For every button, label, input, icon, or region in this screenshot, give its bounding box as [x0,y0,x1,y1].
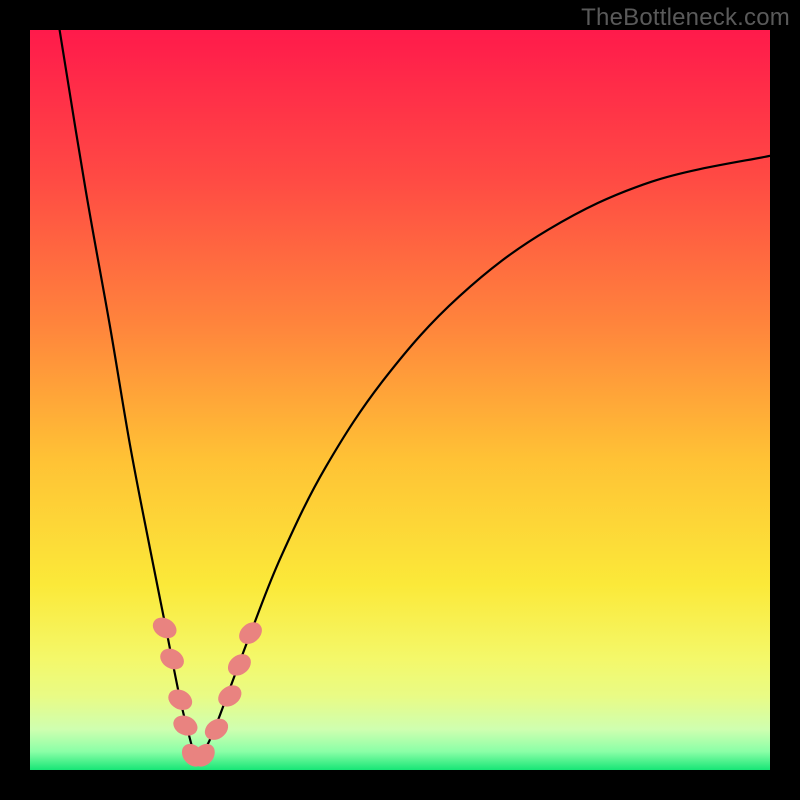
plot-background [30,30,770,770]
chart-svg [0,0,800,800]
chart-stage: TheBottleneck.com [0,0,800,800]
watermark-text: TheBottleneck.com [581,4,790,32]
